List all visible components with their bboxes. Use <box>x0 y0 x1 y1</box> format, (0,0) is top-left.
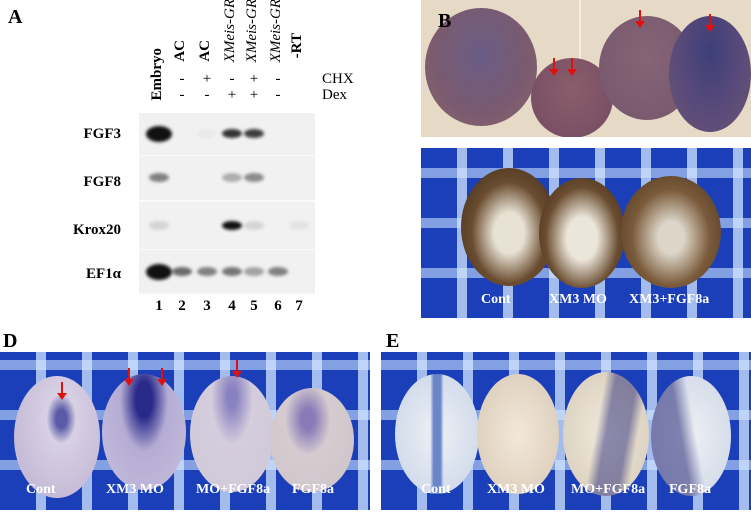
lane-name: AC <box>197 40 213 62</box>
caption-mo-fgf8a: MO+FGF8a <box>571 482 646 497</box>
gel-band <box>149 221 169 230</box>
embryo <box>539 178 625 288</box>
embryo <box>651 376 731 496</box>
embryo <box>395 374 479 494</box>
panel-c-photo: Cont XM3 MO XM3+FGF8a <box>421 148 751 318</box>
panel-e-label: E <box>386 330 400 352</box>
chx-sign: + <box>202 71 212 87</box>
chx-sign: - <box>229 71 235 87</box>
gene-label-ef1a: EF1α <box>85 266 121 282</box>
caption-fgf8a: FGF8a <box>292 482 334 497</box>
lane-name: XMeis-GR <box>244 0 260 62</box>
lane-header: AC - - <box>172 0 192 103</box>
caption-cont: Cont <box>481 292 511 307</box>
gel-band <box>197 266 217 276</box>
gel-blot <box>139 113 315 295</box>
gel-band <box>222 266 242 276</box>
caption-xm3-mo: XM3 MO <box>487 482 545 497</box>
dex-sign: - <box>275 87 281 103</box>
red-arrow-icon <box>124 368 134 386</box>
lane-header: XMeis-GR - + <box>222 0 242 103</box>
gel-band <box>289 221 309 230</box>
embryo <box>102 374 186 490</box>
panel-d-label: D <box>3 330 18 352</box>
lane-header: XMeis-GR - - <box>268 0 288 103</box>
lane-number: 6 <box>274 298 282 314</box>
caption-xm3-mo: XM3 MO <box>549 292 607 307</box>
lane-header: XMeis-GR + + <box>244 0 264 103</box>
gel-band <box>222 173 242 182</box>
chx-sign: - <box>275 71 281 87</box>
lane-number: 1 <box>155 298 163 314</box>
caption-mo-fgf8a: MO+FGF8a <box>196 482 271 497</box>
dex-sign: + <box>227 87 237 103</box>
gel-row <box>139 113 315 157</box>
embryo <box>425 8 537 126</box>
gel-band <box>222 221 242 230</box>
chx-label: CHX <box>322 71 354 87</box>
gel-band <box>244 173 264 182</box>
caption-xm3-mo: XM3 MO <box>106 482 164 497</box>
lane-name: XMeis-GR <box>222 0 238 62</box>
gel-band <box>146 126 172 142</box>
gel-row <box>139 156 315 202</box>
gene-label-fgf8: FGF8 <box>83 174 122 190</box>
gel-band <box>146 263 172 280</box>
dex-sign: + <box>249 87 259 103</box>
lane-name: AC <box>172 40 188 62</box>
gel-band <box>244 266 264 276</box>
red-arrow-icon <box>232 360 242 378</box>
dex-label: Dex <box>322 87 347 103</box>
lane-name: -RT <box>289 32 305 58</box>
embryo <box>621 176 721 288</box>
embryo <box>190 376 274 492</box>
lane-number: 2 <box>178 298 186 314</box>
gel-band <box>197 129 217 138</box>
panel-e-photo: Cont XM3 MO MO+FGF8a FGF8a <box>381 352 751 510</box>
red-arrow-icon <box>157 368 167 386</box>
lane-header: -RT <box>289 0 309 100</box>
gene-label-krox20: Krox20 <box>72 222 121 238</box>
dex-sign: - <box>179 87 185 103</box>
gene-label-fgf3: FGF3 <box>83 126 122 142</box>
red-arrow-icon <box>57 382 67 400</box>
caption-cont: Cont <box>421 482 451 497</box>
lane-number: 7 <box>295 298 303 314</box>
lane-number: 3 <box>203 298 211 314</box>
lane-header: AC + - <box>197 0 217 103</box>
caption-cont: Cont <box>26 482 56 497</box>
red-arrow-icon <box>705 14 715 32</box>
gel-band <box>244 221 264 230</box>
lane-number: 4 <box>228 298 236 314</box>
gel-row <box>139 250 315 295</box>
embryo <box>477 374 559 494</box>
gel-band <box>244 129 264 138</box>
panel-a-label: A <box>8 6 23 28</box>
panel-b-photo <box>421 0 751 137</box>
embryo <box>270 388 354 492</box>
caption-fgf8a: FGF8a <box>669 482 711 497</box>
panel-b-label: B <box>438 10 452 32</box>
red-arrow-icon <box>549 58 559 76</box>
lane-name: Embryo <box>149 47 165 101</box>
lane-number: 5 <box>250 298 258 314</box>
lane-header: Embryo <box>149 0 169 101</box>
chx-sign: + <box>249 71 259 87</box>
chx-sign: - <box>179 71 185 87</box>
panel-d-photo: Cont XM3 MO MO+FGF8a FGF8a <box>0 352 370 510</box>
dex-sign: - <box>204 87 210 103</box>
caption-xm3-fgf8a: XM3+FGF8a <box>629 292 710 307</box>
gel-band <box>268 266 288 276</box>
gel-band <box>222 129 242 138</box>
embryo <box>669 16 751 132</box>
embryo <box>563 372 649 496</box>
red-arrow-icon <box>635 10 645 28</box>
gel-band <box>172 266 192 276</box>
gel-band <box>149 173 169 182</box>
red-arrow-icon <box>567 58 577 76</box>
lane-name: XMeis-GR <box>268 0 284 62</box>
gel-row <box>139 203 315 251</box>
